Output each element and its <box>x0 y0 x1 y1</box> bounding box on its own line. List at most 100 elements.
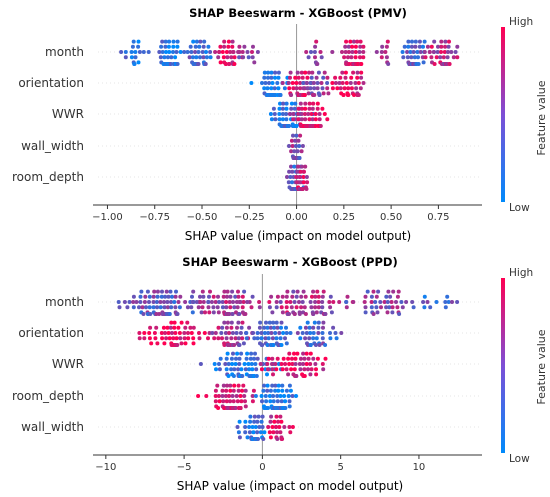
shap-point <box>429 55 434 60</box>
shap-point <box>232 343 237 347</box>
shap-point <box>262 325 267 330</box>
shap-point <box>166 294 171 299</box>
shap-point <box>308 351 313 356</box>
shap-point <box>280 112 285 116</box>
shap-point <box>395 294 400 299</box>
shap-point <box>391 289 396 294</box>
chart-title: SHAP Beeswarm - XGBoost (PPD) <box>182 255 397 269</box>
shap-point <box>147 305 152 310</box>
shap-point <box>160 50 165 54</box>
shap-point <box>312 50 317 54</box>
shap-point <box>358 44 363 49</box>
shap-point <box>316 300 321 304</box>
shap-point <box>164 50 168 54</box>
shap-point <box>203 310 207 315</box>
shap-point <box>453 50 458 54</box>
shap-point <box>327 300 332 304</box>
shap-point <box>216 406 221 410</box>
shap-point <box>262 331 267 335</box>
x-tick-label: −5 <box>177 462 192 473</box>
shap-point <box>172 325 177 330</box>
shap-point <box>290 362 295 366</box>
shap-point <box>443 44 448 49</box>
shap-point <box>320 294 325 299</box>
shap-point <box>229 325 234 330</box>
shap-point <box>325 86 330 91</box>
shap-point <box>320 305 325 310</box>
shap-point <box>284 112 289 116</box>
shap-point <box>309 75 314 80</box>
shap-point <box>171 50 175 54</box>
shap-point <box>224 305 229 310</box>
shap-point <box>274 300 279 304</box>
shap-point <box>141 50 146 54</box>
shap-point <box>207 331 212 335</box>
shap-point <box>356 81 361 85</box>
shap-point <box>297 362 302 366</box>
shap-point <box>264 320 268 325</box>
shap-point <box>271 399 276 404</box>
shap-point <box>314 367 318 372</box>
shap-point <box>236 294 241 299</box>
shap-point <box>315 81 320 85</box>
shap-point <box>348 81 353 85</box>
shap-point <box>188 325 193 330</box>
shap-point <box>311 356 316 361</box>
shap-point <box>221 383 226 388</box>
shap-point <box>287 112 292 116</box>
shap-point <box>266 331 271 335</box>
shap-point <box>218 60 223 65</box>
shap-point <box>228 399 233 404</box>
shap-point <box>294 374 299 378</box>
shap-point <box>379 50 384 54</box>
shap-point <box>270 425 275 429</box>
shap-point <box>363 305 368 310</box>
shap-point <box>310 117 315 122</box>
shap-point <box>422 305 427 310</box>
shap-point <box>154 325 159 330</box>
shap-point <box>295 70 300 75</box>
shap-point <box>394 300 398 304</box>
shap-point <box>436 44 440 49</box>
shap-point <box>294 305 299 310</box>
shap-point <box>296 164 301 169</box>
shap-point <box>221 399 226 404</box>
shap-point <box>132 62 137 66</box>
shap-point <box>404 300 409 304</box>
shap-point <box>206 300 211 304</box>
shap-point <box>311 331 316 335</box>
shap-point <box>314 336 319 341</box>
shap-point <box>222 44 227 49</box>
x-tick-label: −0.50 <box>187 212 218 223</box>
shap-point <box>346 44 351 49</box>
shap-point <box>252 419 257 424</box>
shap-point <box>231 399 236 404</box>
shap-point <box>260 425 265 429</box>
shap-point <box>286 394 291 398</box>
shap-point <box>212 362 217 366</box>
shap-point <box>294 394 298 398</box>
shap-point <box>242 394 247 398</box>
shap-point <box>133 50 138 54</box>
feature-label-month: month <box>45 45 84 59</box>
shap-point <box>400 305 405 310</box>
shap-point <box>270 383 275 388</box>
shap-point <box>289 93 294 97</box>
shap-point <box>187 55 192 60</box>
shap-point <box>240 294 245 299</box>
shap-point <box>183 341 188 346</box>
shap-point <box>242 44 247 49</box>
shap-point <box>258 362 263 366</box>
shap-point <box>258 430 263 435</box>
shap-point <box>158 55 163 60</box>
shap-point <box>268 112 273 116</box>
shap-point <box>299 164 304 169</box>
shap-point <box>299 70 304 75</box>
shap-point <box>306 55 311 60</box>
shap-point <box>410 300 415 304</box>
feature-label-orientation: orientation <box>18 326 84 340</box>
shap-point <box>409 55 414 60</box>
shap-point <box>353 81 358 85</box>
shap-point <box>231 351 235 356</box>
shap-point <box>211 294 216 299</box>
